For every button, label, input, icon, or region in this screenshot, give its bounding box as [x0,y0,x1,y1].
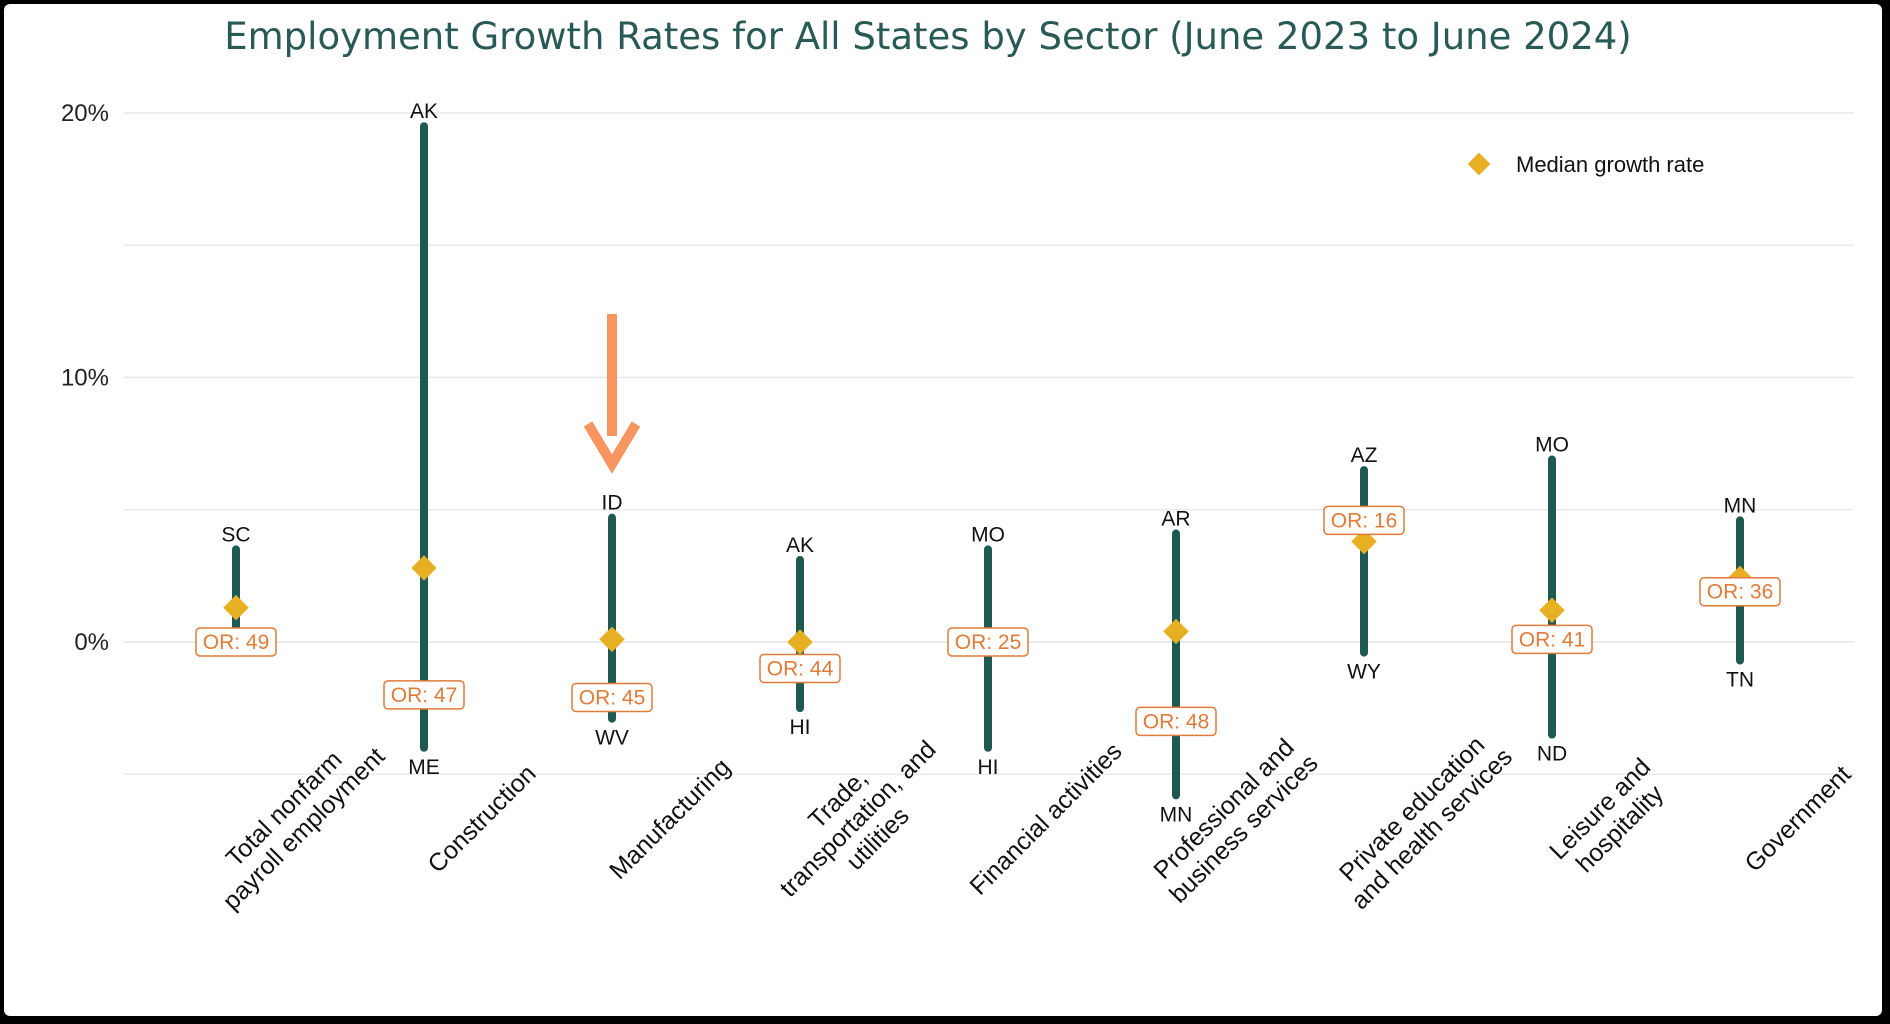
max-state-label: MO [971,523,1005,546]
median-marker [1163,618,1189,645]
min-state-label: WV [595,727,629,750]
category-label-line: transportation, and [774,735,941,902]
median-marker [599,626,625,653]
legend: Median growth rate [1467,152,1704,177]
max-state-label: MN [1724,494,1757,517]
or-rank-box [1323,505,1405,536]
sector-group: AK HI OR: 44 [759,534,841,739]
sector-group: MO ND OR: 41 [1511,433,1593,766]
median-marker [411,555,437,581]
chart-frame: Employment Growth Rates for All States b… [4,4,1882,1016]
or-rank-label: OR: 45 [579,687,646,710]
legend-label: Median growth rate [1516,152,1704,177]
category-label-line: Government [1739,760,1856,877]
or-rank-box [1511,624,1593,655]
or-rank-label: OR: 25 [955,631,1022,654]
or-rank-box [759,653,841,684]
max-state-label: AZ [1351,444,1378,467]
or-rank-box [383,680,465,710]
arrow-head [583,421,641,474]
category-label-line: Manufacturing [604,753,736,885]
sector-group: AR MN OR: 48 [1135,508,1217,826]
min-state-label: TN [1726,669,1754,692]
median-marker [1539,597,1565,623]
max-state-label: AK [786,534,814,557]
or-rank-box [195,627,277,657]
max-state-label: SC [221,523,250,546]
category-label: Manufacturing [604,753,736,885]
min-state-label: MN [1160,803,1193,826]
legend-median-marker [1467,152,1491,176]
y-tick-label: 0% [74,629,109,656]
min-state-label: HI [790,716,811,739]
category-label: Construction [422,759,541,878]
or-rank-box [947,627,1029,657]
y-axis: 0% 10% 20% [61,100,109,656]
or-rank-label: OR: 48 [1143,710,1210,733]
or-rank-label: OR: 36 [1707,581,1774,604]
or-rank-label: OR: 47 [391,684,458,707]
sector-group: ID WV OR: 45 [571,492,653,750]
sector-group: AK ME OR: 47 [383,100,465,779]
or-rank-box [1135,706,1217,737]
y-tick-label: 10% [61,365,109,392]
or-rank-box [1699,576,1781,607]
or-rank-label: OR: 49 [203,631,270,654]
max-state-label: MO [1535,433,1569,456]
category-label: Government [1739,760,1856,877]
max-state-label: ID [602,492,623,515]
or-rank-label: OR: 41 [1519,628,1586,651]
min-state-label: HI [978,756,999,779]
min-state-label: WY [1347,661,1381,684]
min-state-label: ND [1537,743,1567,766]
or-rank-label: OR: 44 [767,657,834,680]
sector-group: MO HI OR: 25 [947,523,1029,779]
sector-group: MN TN OR: 36 [1699,494,1781,692]
median-marker [223,594,249,621]
max-state-label: AR [1161,508,1190,531]
max-state-label: AK [410,100,438,123]
or-rank-label: OR: 16 [1331,509,1398,532]
chart-title: Employment Growth Rates for All States b… [224,15,1631,58]
sector-group: SCTNOR: 49 [195,523,277,660]
range-chart: Employment Growth Rates for All States b… [61,15,1857,916]
or-rank-box [571,682,653,713]
y-tick-label: 20% [61,100,109,127]
grid [124,112,1854,775]
annotation-arrow [583,314,641,474]
category-label-line: Construction [422,759,541,878]
median-marker [787,629,813,655]
min-state-label: ME [408,756,440,779]
sector-group: AZ WY OR: 16 [1323,444,1405,684]
